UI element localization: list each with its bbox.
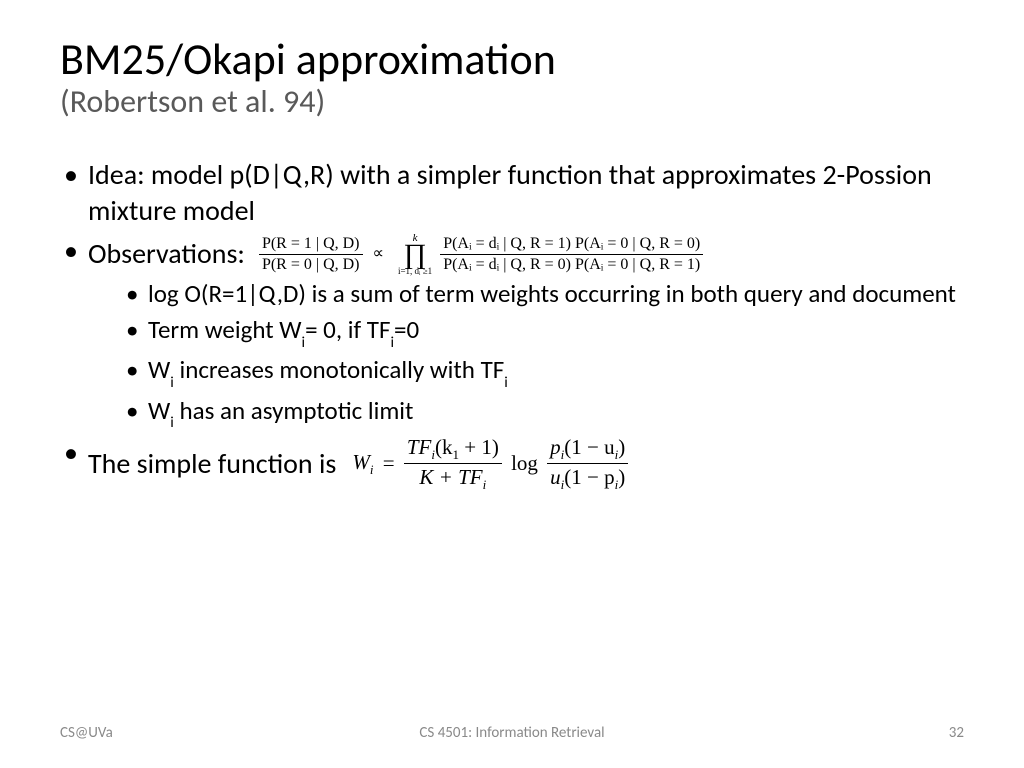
simple-function-label: The simple function is [88,446,336,482]
footer-left: CS@UVa [60,724,113,742]
slide-title: BM25/Okapi approximation [60,36,964,82]
eq1-left-num: P(R = 1 | Q, D) [259,235,363,255]
equation-odds-ratio: P(R = 1 | Q, D) P(R = 0 | Q, D) ∝ k ∏ i=… [259,233,703,276]
eq2-frac-pu: pi(1 − ui) ui(1 − pi) [547,435,628,493]
bullet-idea: Idea: model p(D|Q,R) with a simpler func… [60,157,964,229]
bullet-simple-function: The simple function is Wi = TFi(k1 + 1) … [60,435,964,493]
slide-body: Idea: model p(D|Q,R) with a simpler func… [60,157,964,493]
footer-right: 32 [949,724,964,742]
footer-center: CS 4501: Information Retrieval [0,724,1024,742]
slide-subtitle: (Robertson et al. 94) [60,82,964,121]
propto-symbol: ∝ [373,245,384,262]
equation-weight-formula: Wi = TFi(k1 + 1) K + TFi log [352,435,628,493]
observations-label: Observations: [88,236,245,272]
eq1-right-den: P(Aᵢ = dᵢ | Q, R = 0) P(Aᵢ = 0 | Q, R = … [440,255,703,274]
product-symbol: k ∏ i=1, dᵢ ≥1 [398,233,432,276]
log-text: log [511,451,538,475]
obs-monotonic: Wi increases monotonically with TFi [124,354,964,390]
eq2-frac-tf: TFi(k1 + 1) K + TFi [404,435,502,493]
bullet-observations: Observations: P(R = 1 | Q, D) P(R = 0 | … [60,233,964,431]
observations-sublist: log O(R=1|Q,D) is a sum of term weights … [88,278,964,431]
obs-weight-zero: Term weight Wi= 0, if TFi=0 [124,314,964,350]
bullet-list: Idea: model p(D|Q,R) with a simpler func… [60,157,964,493]
obs-sum-weights: log O(R=1|Q,D) is a sum of term weights … [124,278,964,311]
eq1-left-den: P(R = 0 | Q, D) [259,255,363,274]
obs-asymptote: Wi has an asymptotic limit [124,395,964,431]
slide-footer: CS@UVa CS 4501: Information Retrieval 32 [0,724,1024,742]
slide: BM25/Okapi approximation (Robertson et a… [0,0,1024,768]
eq1-right-num: P(Aᵢ = dᵢ | Q, R = 1) P(Aᵢ = 0 | Q, R = … [440,235,703,255]
